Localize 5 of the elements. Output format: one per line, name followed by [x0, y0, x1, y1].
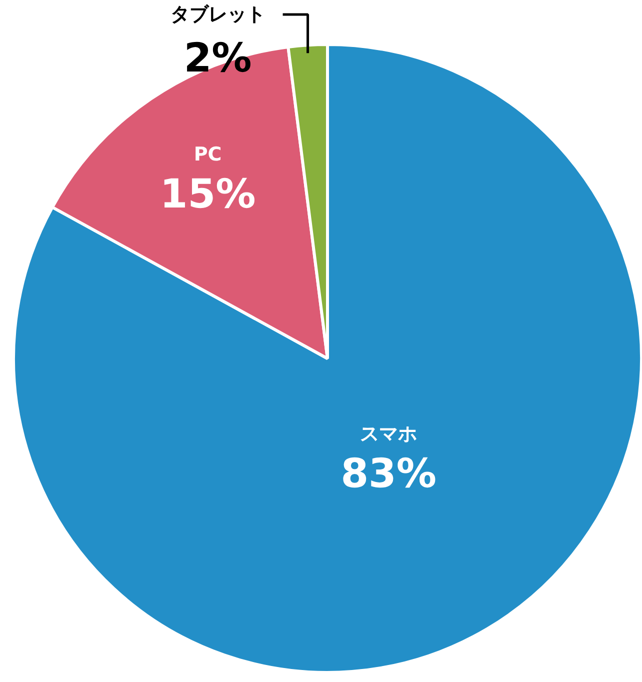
data-label: 83% — [340, 450, 436, 497]
slice-label: PC — [194, 143, 222, 166]
data-label: 15% — [160, 171, 256, 218]
slice-label: スマホ — [360, 422, 418, 445]
slice-label: タブレット — [170, 4, 266, 26]
